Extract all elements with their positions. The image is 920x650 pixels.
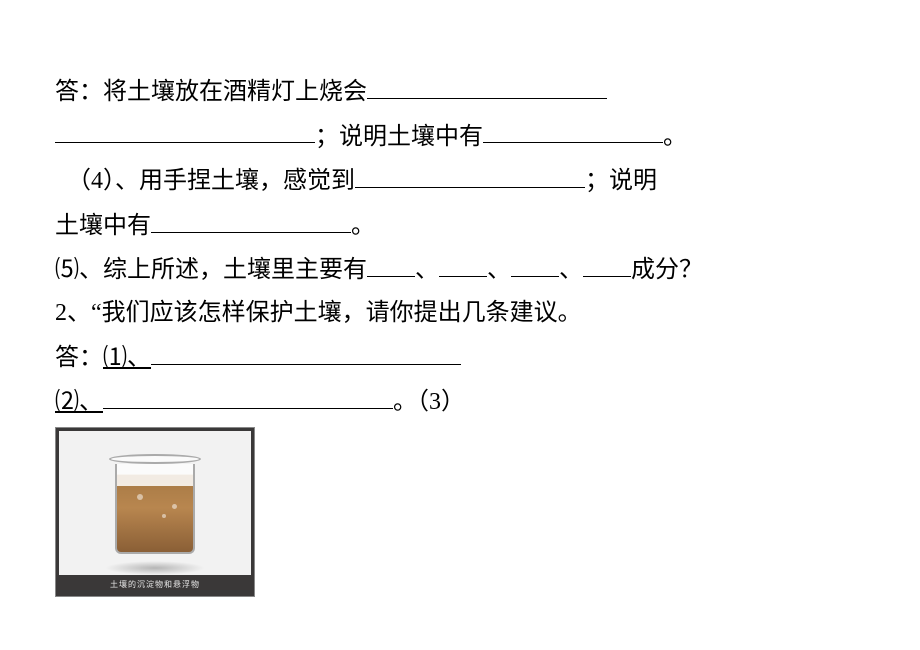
text: 成分？ — [631, 257, 703, 283]
bubble — [137, 494, 143, 500]
bubble — [162, 514, 166, 518]
beaker-icon — [105, 448, 205, 558]
text: 、 — [415, 257, 439, 283]
line-3: （4）、用手捏土壤，感觉到 ；说明 — [55, 159, 865, 202]
line-1: 答：将土壤放在酒精灯上烧会 — [55, 70, 865, 113]
text: 答： — [55, 345, 103, 371]
line-5: ⑸、综上所述，土壤里主要有 、 、 、 成分？ — [55, 248, 865, 291]
line-8: ⑵、 。（3） — [55, 380, 865, 423]
text: ；说明 — [585, 168, 657, 194]
shadow — [105, 561, 205, 575]
text: （4）、用手捏土壤，感觉到 — [55, 168, 355, 194]
blank[interactable] — [483, 115, 663, 144]
blank[interactable] — [151, 204, 351, 233]
worksheet-content: 答：将土壤放在酒精灯上烧会 ；说明土壤中有。 （4）、用手捏土壤，感觉到；说明 … — [0, 0, 920, 617]
text: 、 — [559, 257, 583, 283]
blank[interactable] — [355, 159, 585, 188]
text: 2、“我们应该怎样保护土壤，请你提出几条建议。 — [55, 300, 582, 326]
text: 。 — [351, 213, 375, 239]
text-u: ⑵、 — [55, 389, 103, 415]
beaker-body — [115, 464, 195, 554]
figure-caption: 土壤的沉淀物和悬浮物 — [59, 575, 251, 593]
text: ⑸、综上所述，土壤里主要有 — [55, 257, 367, 283]
blank[interactable] — [151, 336, 461, 365]
line-4: 土壤中有 。 — [55, 204, 865, 247]
line-7: 答：⑴、 — [55, 336, 865, 379]
text: 。 — [663, 123, 687, 149]
text-u: ⑴、 — [103, 345, 151, 371]
figure-inner — [59, 431, 251, 575]
foam — [117, 474, 193, 486]
text: ；说明土壤中有 — [315, 123, 483, 149]
line-6: 2、“我们应该怎样保护土壤，请你提出几条建议。 — [55, 293, 865, 334]
text: 答：将土壤放在酒精灯上烧会 — [55, 79, 367, 105]
blank[interactable] — [55, 115, 315, 144]
bubble — [172, 504, 177, 509]
blank[interactable] — [367, 248, 415, 277]
blank[interactable] — [439, 248, 487, 277]
line-2: ；说明土壤中有 。 — [55, 115, 865, 158]
text: 土壤中有 — [55, 213, 151, 239]
blank[interactable] — [367, 70, 607, 99]
blank[interactable] — [103, 380, 393, 409]
beaker-rim — [109, 454, 201, 464]
figure-beaker: 土壤的沉淀物和悬浮物 — [55, 427, 255, 597]
blank[interactable] — [511, 248, 559, 277]
blank[interactable] — [583, 248, 631, 277]
text: 、 — [487, 257, 511, 283]
text: 。（3） — [393, 389, 465, 415]
